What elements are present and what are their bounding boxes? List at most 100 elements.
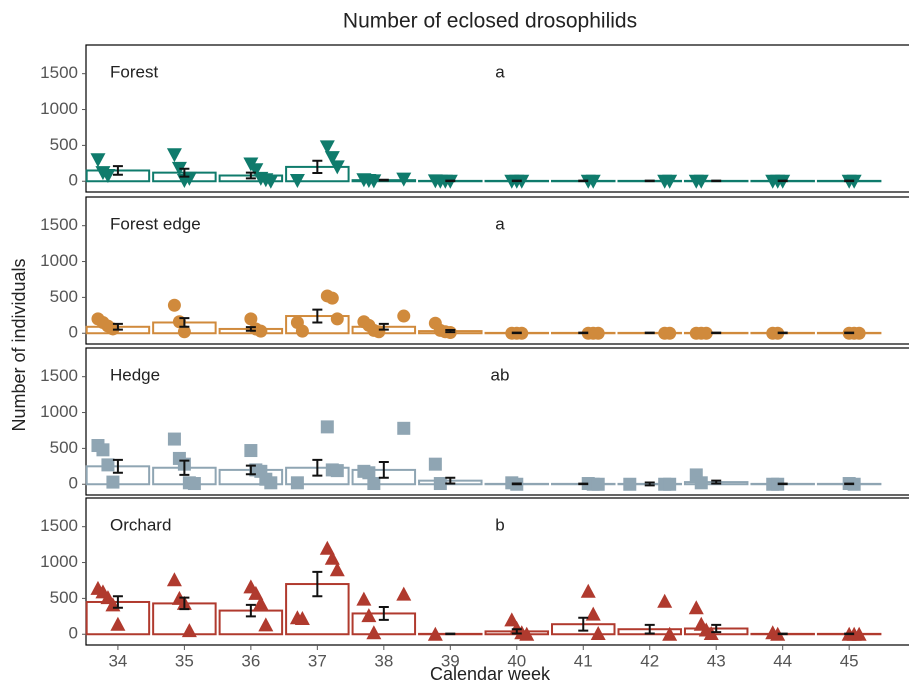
- point: [181, 171, 197, 186]
- y-tick-label: 1500: [40, 516, 78, 535]
- y-tick-label: 1000: [40, 251, 78, 270]
- point: [662, 626, 678, 641]
- point: [591, 326, 605, 340]
- y-tick-label: 0: [69, 323, 78, 342]
- panel-frame: [85, 44, 909, 193]
- point: [657, 593, 673, 608]
- point: [330, 464, 344, 478]
- error-bar: [511, 482, 522, 486]
- y-tick-label: 500: [50, 135, 78, 154]
- x-tick-label: 35: [175, 651, 194, 670]
- point: [329, 562, 345, 577]
- significance-letter: a: [495, 62, 505, 81]
- y-tick-label: 1500: [40, 366, 78, 385]
- x-tick-label: 34: [108, 651, 127, 670]
- point: [96, 443, 110, 457]
- point: [396, 172, 412, 187]
- panel-frame: [85, 347, 909, 496]
- point: [428, 457, 442, 471]
- error-bar: [112, 165, 123, 176]
- point: [519, 626, 535, 641]
- y-tick-label: 1500: [40, 215, 78, 234]
- error-bar: [179, 317, 190, 328]
- x-tick-label: 41: [574, 651, 593, 670]
- x-tick-label: 45: [840, 651, 859, 670]
- point: [324, 151, 340, 166]
- panel-label: Orchard: [110, 515, 171, 534]
- error-bar: [312, 308, 323, 324]
- point: [90, 153, 106, 168]
- error-bar: [179, 167, 190, 178]
- error-bar: [445, 476, 456, 485]
- point: [100, 169, 116, 184]
- point: [694, 476, 708, 490]
- significance-letter: b: [495, 515, 504, 534]
- error-bar: [112, 458, 123, 474]
- error-bar: [511, 628, 522, 635]
- x-tick-label: 40: [507, 651, 526, 670]
- chart-title: Number of eclosed drosophilids: [343, 10, 637, 33]
- point: [177, 325, 191, 339]
- point: [263, 174, 279, 189]
- error-bar: [112, 595, 123, 609]
- point: [367, 477, 381, 491]
- point: [101, 458, 115, 472]
- error-bar: [312, 159, 323, 174]
- significance-letter: a: [495, 214, 505, 233]
- significance-letter: ab: [491, 365, 510, 384]
- point: [688, 600, 704, 615]
- error-bar: [378, 178, 389, 182]
- error-bar: [711, 623, 722, 634]
- error-bar: [179, 459, 190, 476]
- point: [585, 174, 601, 189]
- point: [397, 309, 411, 323]
- point: [356, 591, 372, 606]
- point: [254, 324, 268, 338]
- point: [167, 298, 181, 312]
- point: [244, 312, 258, 326]
- y-axis-label: Number of individuals: [9, 258, 29, 431]
- x-axis-label: Calendar week: [430, 664, 551, 684]
- point: [662, 174, 678, 189]
- point: [181, 623, 197, 638]
- point: [585, 606, 601, 621]
- point: [110, 616, 126, 631]
- point: [187, 477, 201, 491]
- point: [693, 174, 709, 189]
- point: [372, 325, 386, 339]
- point: [295, 324, 309, 338]
- point: [319, 540, 335, 555]
- y-tick-label: 1000: [40, 402, 78, 421]
- x-tick-label: 44: [773, 651, 792, 670]
- error-bar: [644, 623, 655, 635]
- point: [325, 291, 339, 305]
- point: [427, 626, 443, 641]
- x-tick-label: 43: [707, 651, 726, 670]
- x-tick-label: 36: [241, 651, 260, 670]
- y-tick-label: 0: [69, 171, 78, 190]
- error-bar: [179, 596, 190, 611]
- y-tick-label: 0: [69, 474, 78, 493]
- point: [294, 610, 310, 625]
- error-bar: [112, 322, 123, 331]
- panel-frame: [85, 196, 909, 345]
- x-tick-label: 39: [441, 651, 460, 670]
- point: [244, 444, 258, 458]
- error-bar: [245, 326, 256, 332]
- error-bar: [711, 479, 722, 485]
- point: [366, 625, 382, 640]
- point: [290, 476, 304, 490]
- x-tick-label: 42: [640, 651, 659, 670]
- x-tick-label: 38: [374, 651, 393, 670]
- point: [362, 466, 376, 480]
- error-bar: [378, 605, 389, 621]
- error-bar: [312, 458, 323, 477]
- point: [433, 477, 447, 491]
- point: [324, 550, 340, 565]
- error-bar: [445, 329, 456, 334]
- point: [663, 326, 677, 340]
- point: [852, 326, 866, 340]
- point: [264, 476, 278, 490]
- point: [320, 420, 334, 434]
- point: [699, 326, 713, 340]
